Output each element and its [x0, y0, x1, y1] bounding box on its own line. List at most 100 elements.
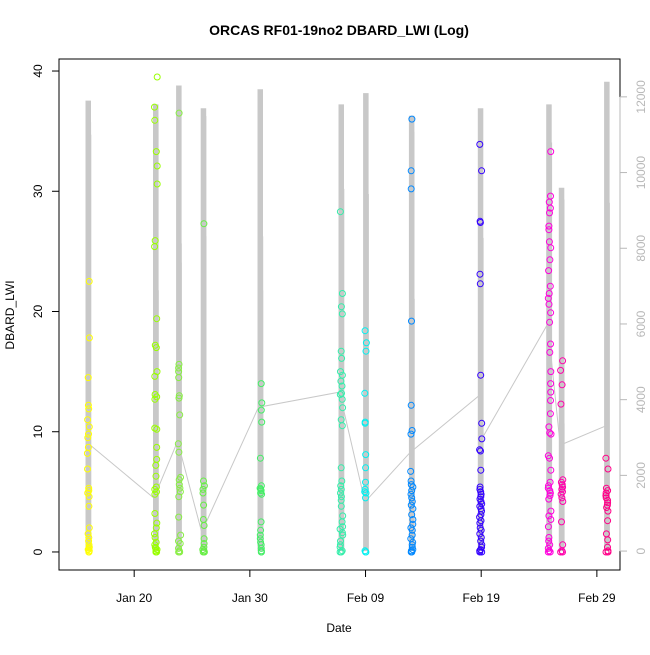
data-point-s10-21 — [547, 380, 555, 388]
data-point-s10-23 — [547, 397, 554, 404]
data-point-s2-11 — [152, 344, 160, 352]
data-point-s1-17 — [85, 502, 93, 510]
data-point-s2-1 — [153, 73, 161, 81]
data-point-s9-12 — [477, 466, 485, 474]
data-point-s6-4 — [338, 310, 346, 318]
data-point-s4-6 — [200, 501, 208, 509]
x-tick-label-2016-02-29: Feb 29 — [578, 591, 616, 605]
data-point-s12-9 — [604, 499, 612, 507]
data-point-s12-6 — [602, 492, 610, 499]
data-point-s3-13 — [175, 481, 183, 489]
data-point-s6-9 — [337, 377, 345, 385]
data-point-s12-18 — [604, 548, 612, 556]
x-tick-label-2016-02-19: Feb 19 — [463, 591, 501, 605]
data-point-s5-2 — [258, 399, 266, 407]
data-point-s10-9 — [547, 244, 555, 252]
data-point-s12-5 — [602, 489, 610, 497]
altitude-trace-5 — [257, 89, 264, 552]
data-point-s10-12 — [546, 282, 554, 290]
data-point-s8-25 — [409, 538, 417, 546]
data-point-s9-7 — [477, 371, 485, 379]
data-point-s5-14 — [256, 531, 264, 539]
data-point-s2-39 — [153, 548, 161, 556]
data-point-s9-38 — [478, 548, 486, 556]
data-point-s9-5 — [476, 270, 484, 278]
data-point-s6-20 — [337, 485, 345, 493]
data-point-s10-37 — [545, 495, 553, 503]
chart-title: ORCAS RF01-19no2 DBARD_LWI (Log) — [209, 22, 469, 38]
data-point-s10-4 — [546, 204, 554, 212]
data-point-s3-20 — [176, 540, 184, 547]
data-point-s6-22 — [337, 493, 345, 501]
data-point-s2-28 — [153, 519, 161, 527]
data-point-s12-1 — [602, 454, 610, 462]
y-tick-label-30: 30 — [31, 184, 45, 198]
data-point-s5-3 — [257, 406, 265, 414]
data-point-s11-13 — [559, 498, 567, 505]
data-point-s10-30 — [547, 466, 555, 474]
data-point-s3-15 — [176, 488, 184, 496]
data-point-s4-3 — [200, 482, 208, 490]
data-point-s1-9 — [84, 434, 92, 442]
data-point-s5-11 — [258, 490, 266, 498]
altitude-trace-7 — [363, 93, 369, 552]
data-point-s2-5 — [153, 162, 161, 170]
data-point-s9-6 — [476, 280, 484, 288]
data-point-s10-29 — [546, 454, 553, 462]
data-point-s8-6 — [408, 427, 416, 434]
data-point-s1-6 — [84, 416, 92, 424]
data-point-s3-18 — [177, 531, 185, 539]
y-axis-label: DBARD_LWI — [3, 280, 17, 349]
data-point-s3-24 — [176, 548, 184, 556]
data-point-s3-7 — [175, 394, 183, 402]
data-point-s10-13 — [545, 290, 553, 297]
data-point-s2-21 — [152, 461, 160, 469]
data-point-s11-12 — [558, 494, 566, 502]
y2-tick-label-4000: 4000 — [634, 386, 648, 413]
data-point-s6-19 — [337, 482, 345, 490]
data-point-s10-11 — [545, 267, 553, 275]
data-point-s9-23 — [478, 507, 485, 515]
data-point-s10-42 — [545, 534, 553, 541]
data-point-s6-12 — [336, 391, 344, 398]
data-point-s11-7 — [558, 481, 566, 489]
data-point-s3-17 — [175, 513, 183, 521]
data-point-s10-43 — [545, 537, 553, 545]
data-point-s7-8 — [362, 464, 370, 472]
data-point-s3-1 — [175, 109, 183, 117]
y2-tick-label-8000: 8000 — [634, 235, 648, 262]
data-point-s10-48 — [544, 548, 552, 556]
data-point-s3-6 — [175, 392, 183, 400]
data-point-s2-9 — [153, 315, 161, 323]
altitude-connector-line — [89, 322, 606, 534]
data-point-s3-3 — [175, 364, 183, 372]
data-point-s3-14 — [176, 484, 184, 492]
data-point-s10-6 — [545, 222, 553, 230]
data-point-s3-5 — [175, 374, 183, 382]
data-point-s10-39 — [545, 512, 553, 520]
data-point-s8-23 — [408, 531, 416, 539]
data-point-s6-10 — [338, 382, 346, 390]
y-tick-label-0: 0 — [31, 548, 45, 555]
data-point-s2-30 — [151, 530, 158, 538]
data-point-s7-9 — [362, 478, 369, 486]
data-point-s11-1 — [559, 357, 567, 365]
data-point-s12-15 — [604, 536, 612, 544]
data-point-s9-27 — [476, 519, 484, 527]
y2-tick-label-6000: 6000 — [634, 310, 648, 337]
altitude-trace-12 — [604, 81, 610, 552]
data-point-s12-19 — [602, 548, 610, 556]
altitude-trace-6 — [338, 104, 345, 552]
data-point-s1-28 — [85, 548, 93, 556]
data-point-s5-5 — [256, 454, 264, 462]
data-point-s10-19 — [546, 348, 554, 356]
data-point-s9-9 — [478, 435, 486, 443]
data-point-s2-3 — [151, 116, 159, 124]
y2-tick-label-12000: 12000 — [634, 80, 648, 114]
data-point-s10-10 — [546, 256, 554, 264]
data-point-s4-9 — [200, 535, 208, 543]
data-point-s6-36 — [337, 548, 345, 556]
data-point-s1-7 — [85, 423, 93, 431]
data-point-s10-20 — [547, 368, 555, 376]
